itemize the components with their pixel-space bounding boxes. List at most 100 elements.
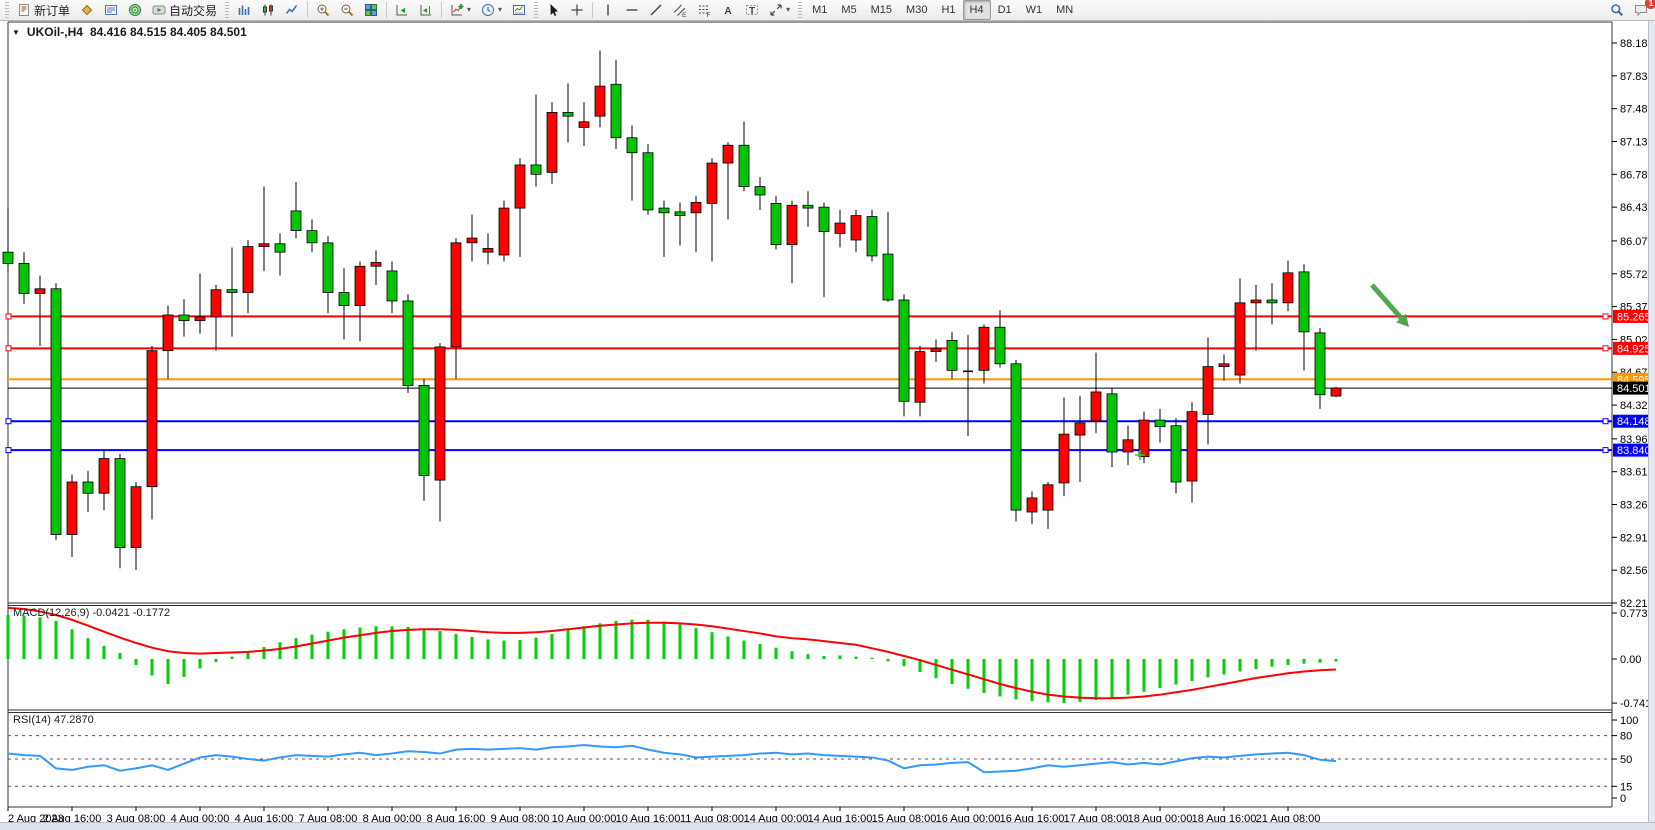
clock-icon: [482, 4, 495, 16]
timeframe-button-m5[interactable]: M5: [841, 4, 857, 16]
candlestick-chart-button[interactable]: [256, 0, 280, 20]
vertical-line-button[interactable]: [596, 0, 620, 20]
data-window-button[interactable]: [99, 0, 123, 20]
crosshair-button[interactable]: [565, 0, 589, 20]
arrows-shapes-button[interactable]: ▾: [764, 0, 795, 20]
zoom-out-icon: [341, 4, 354, 17]
svg-text:0.7736: 0.7736: [1620, 608, 1654, 620]
svg-text:100: 100: [1620, 715, 1638, 727]
svg-text:83.610: 83.610: [1620, 467, 1654, 479]
new-order-button-label: 新订单: [34, 3, 71, 18]
search-icon: [1611, 4, 1624, 17]
line-anchor[interactable]: [1602, 313, 1609, 320]
text-icon: A: [724, 6, 731, 17]
svg-text:83.260: 83.260: [1620, 500, 1654, 512]
chevron-down-icon: ▾: [498, 5, 503, 14]
bar-chart-button[interactable]: [232, 0, 256, 20]
fibo-icon: F: [699, 5, 711, 17]
macd-pane: 0.7736 0.00 -0.7418: [6, 606, 1655, 710]
price-lines[interactable]: [5, 313, 1612, 454]
svg-text:84.148: 84.148: [1617, 416, 1651, 428]
svg-text:83.960: 83.960: [1620, 434, 1654, 446]
chart-shift-button[interactable]: [414, 0, 438, 20]
auto-scroll-button[interactable]: [390, 0, 414, 20]
toolbar-separator: [441, 2, 443, 18]
horizontal-line-button[interactable]: [620, 0, 644, 20]
line-anchor[interactable]: [5, 418, 12, 425]
new-order-icon: [19, 4, 29, 16]
text-button[interactable]: A: [716, 0, 740, 20]
timeframe-button-mn[interactable]: MN: [1056, 4, 1074, 16]
annotations[interactable]: [1135, 283, 1409, 460]
new-order-button[interactable]: 新订单: [12, 0, 75, 20]
autotrade-button[interactable]: 自动交易: [147, 0, 222, 20]
trendline-button[interactable]: [644, 0, 668, 20]
timeframe-button-m30[interactable]: M30: [906, 4, 928, 16]
line-anchor[interactable]: [5, 447, 12, 454]
timeframe-button-m1[interactable]: M1: [812, 4, 828, 16]
tile-windows-button[interactable]: [359, 0, 383, 20]
rsi-pane: 100 80 50 150: [7, 715, 1638, 805]
window-right-edge: [1648, 21, 1655, 830]
data-window-icon: [105, 5, 118, 15]
cursor-icon: [550, 4, 558, 16]
bar-chart-icon: [238, 5, 250, 15]
svg-text:86.070: 86.070: [1620, 236, 1654, 248]
text-label-button[interactable]: T: [740, 0, 764, 20]
templates-button[interactable]: [507, 0, 531, 20]
line-chart-button[interactable]: [280, 0, 304, 20]
timeframe-button-w1[interactable]: W1: [1025, 4, 1043, 16]
navigator-button[interactable]: [123, 0, 147, 20]
autotrade-button-label: 自动交易: [169, 3, 218, 18]
market-watch-icon: [81, 4, 93, 16]
svg-text:84.320: 84.320: [1620, 400, 1654, 412]
notifications-button[interactable]: 1: [1629, 0, 1655, 20]
tile-icon: [365, 4, 378, 16]
line-anchor[interactable]: [1602, 345, 1609, 352]
navigator-icon: [129, 4, 142, 16]
svg-text:0.00: 0.00: [1620, 654, 1641, 666]
timeframe-button-m15[interactable]: M15: [870, 4, 893, 16]
svg-text:0: 0: [1620, 793, 1626, 805]
svg-text:85.720: 85.720: [1620, 269, 1654, 281]
svg-text:A: A: [724, 6, 731, 17]
chart-canvas[interactable]: 88.180 87.830 87.480 87.130 86.780 86.430 86.0…: [0, 21, 1655, 830]
zoom-in-icon: [317, 4, 330, 17]
svg-text:15: 15: [1620, 781, 1632, 793]
svg-text:87.480: 87.480: [1620, 104, 1654, 116]
toolbar-grip: [5, 2, 9, 18]
fibonacci-button[interactable]: F: [692, 0, 716, 20]
notification-count-badge: 1: [1645, 0, 1655, 9]
shapes-icon: [770, 4, 782, 16]
chevron-down-icon: ▾: [786, 5, 791, 14]
cursor-button[interactable]: [541, 0, 565, 20]
line-anchor[interactable]: [1602, 447, 1609, 454]
line-chart-icon: [285, 5, 298, 14]
indicators-button[interactable]: ▾: [445, 0, 476, 20]
crosshair-icon: [571, 4, 583, 16]
market-watch-button[interactable]: [75, 0, 99, 20]
macd-signal-line: [7, 606, 1337, 700]
periods-button[interactable]: ▾: [476, 0, 507, 20]
cross-marker-annotation[interactable]: [1135, 450, 1145, 460]
window-bottom-edge: [0, 822, 1655, 830]
timeframe-button-h1[interactable]: H1: [941, 4, 956, 16]
line-anchor[interactable]: [1602, 418, 1609, 425]
zoom-in-button[interactable]: [311, 0, 335, 20]
svg-text:83.840: 83.840: [1617, 445, 1651, 457]
svg-text:87.830: 87.830: [1620, 71, 1654, 83]
svg-text:87.130: 87.130: [1620, 136, 1654, 148]
vline-icon: [607, 4, 609, 16]
timeframe-button-h4[interactable]: H4: [962, 0, 991, 20]
timeframe-button-d1[interactable]: D1: [997, 4, 1012, 16]
trend-arrow-annotation[interactable]: [1370, 283, 1403, 320]
zoom-out-button[interactable]: [335, 0, 359, 20]
search-button[interactable]: [1605, 0, 1629, 20]
toolbar-grip: [798, 2, 803, 18]
svg-text:50: 50: [1620, 754, 1632, 766]
line-anchor[interactable]: [5, 345, 12, 352]
equidistant-channel-button[interactable]: E: [668, 0, 692, 20]
line-anchor[interactable]: [5, 313, 12, 320]
rsi-line: [7, 743, 1337, 774]
